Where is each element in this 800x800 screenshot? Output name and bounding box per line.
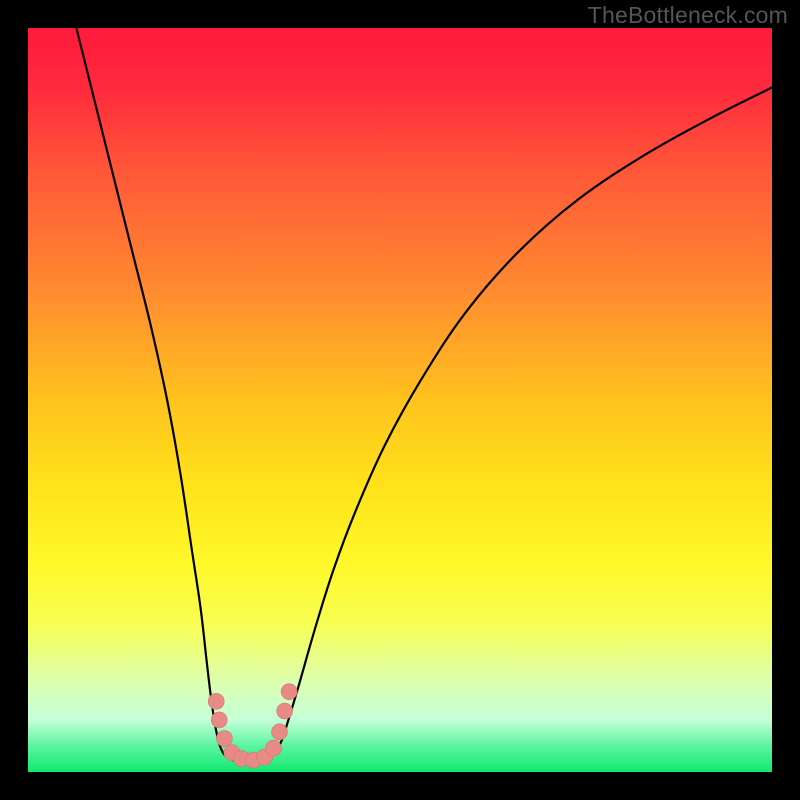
marker-point bbox=[281, 684, 297, 700]
marker-point bbox=[211, 712, 227, 728]
bottleneck-chart bbox=[0, 0, 800, 800]
marker-point bbox=[216, 731, 232, 747]
marker-point bbox=[271, 724, 287, 740]
plot-background bbox=[28, 28, 772, 772]
marker-point bbox=[266, 740, 282, 756]
marker-point bbox=[208, 693, 224, 709]
watermark-text: TheBottleneck.com bbox=[588, 2, 788, 29]
marker-point bbox=[277, 703, 293, 719]
chart-container: TheBottleneck.com bbox=[0, 0, 800, 800]
